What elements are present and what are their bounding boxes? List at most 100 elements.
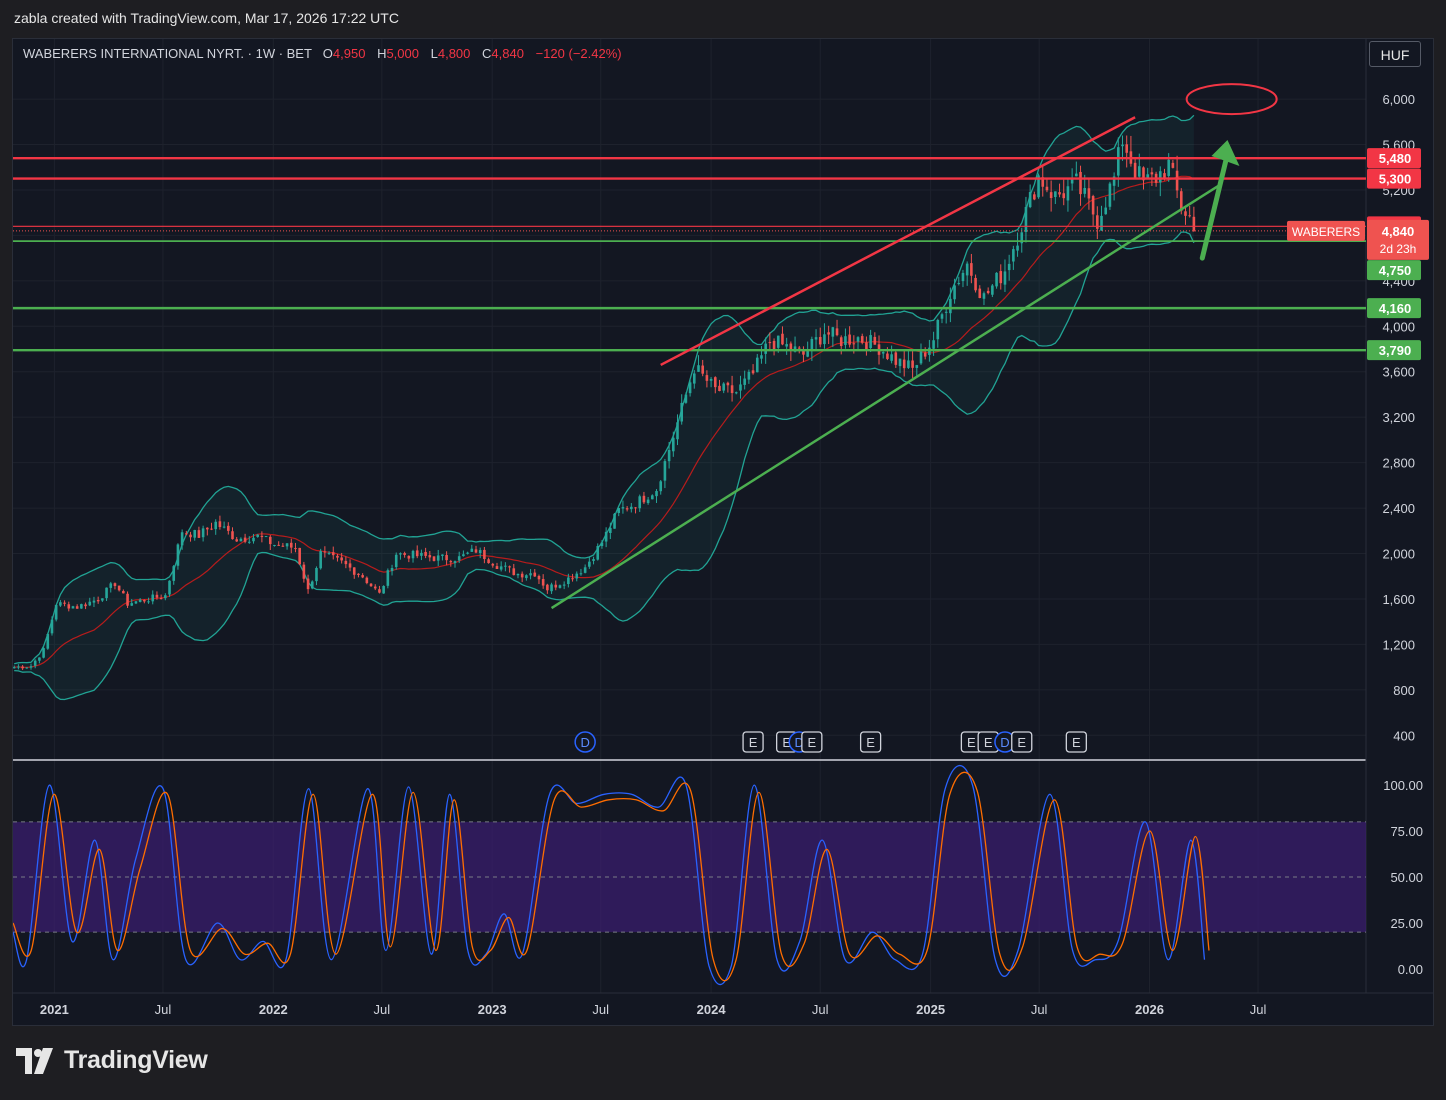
candle-body	[630, 506, 633, 510]
price-tick-label: 3,200	[1382, 410, 1415, 425]
candle-body	[101, 598, 104, 601]
candle-body	[260, 535, 264, 538]
tradingview-logo[interactable]: TradingView	[16, 1046, 208, 1075]
candle	[394, 552, 398, 570]
earnings-icon[interactable]	[1011, 731, 1033, 753]
candle	[596, 543, 600, 561]
candle-body	[365, 577, 369, 584]
stochastic-k-line	[13, 764, 1206, 986]
candle-body	[239, 538, 243, 542]
candle-body	[726, 382, 730, 386]
candle-body	[709, 378, 713, 381]
level-4750-tag[interactable]	[1367, 260, 1421, 281]
candle-body	[306, 578, 310, 590]
channel-lower-line[interactable]	[550, 184, 1220, 610]
target-arrow-head[interactable]	[1211, 139, 1240, 166]
candle	[155, 591, 159, 600]
candle	[25, 667, 29, 669]
candle-body	[625, 508, 629, 510]
candle-body	[890, 354, 893, 361]
level-5480-tag[interactable]	[1367, 148, 1421, 169]
candle	[768, 332, 772, 351]
candle	[991, 284, 994, 298]
candle-body	[764, 343, 767, 354]
candle	[88, 597, 92, 607]
candle-body	[1012, 249, 1015, 262]
candle-body	[17, 666, 20, 668]
event-marker-dividend[interactable]: D	[574, 731, 596, 753]
high-value: 5,000	[386, 46, 419, 61]
candle-body	[613, 513, 616, 529]
level-5300-tag[interactable]	[1367, 168, 1421, 189]
candle	[835, 319, 839, 337]
event-marker-earnings[interactable]: E	[801, 731, 823, 753]
stochastic-tick-label: 50.00	[1390, 870, 1423, 885]
candle	[701, 359, 704, 377]
candle	[273, 544, 276, 547]
earnings-icon[interactable]	[742, 731, 764, 753]
candle-body	[600, 542, 604, 547]
candle	[92, 596, 96, 608]
candle	[243, 533, 247, 544]
candle-body	[860, 336, 864, 343]
symbol-legend: WABERERS INTERNATIONAL NYRT. · 1W · BET …	[23, 46, 622, 61]
candle-body	[1003, 271, 1007, 285]
candle-body	[520, 573, 524, 578]
event-marker-earnings[interactable]: E	[1065, 731, 1087, 753]
earnings-icon[interactable]	[801, 731, 823, 753]
level-3790-tag[interactable]	[1367, 340, 1421, 361]
earnings-icon[interactable]	[1065, 731, 1087, 753]
symbol-price-label[interactable]	[1287, 220, 1365, 241]
target-arrow-shaft[interactable]	[1199, 151, 1230, 261]
candle	[138, 598, 142, 603]
candle-body	[445, 555, 448, 561]
candle	[818, 327, 822, 348]
candle	[126, 591, 129, 609]
candle-body	[739, 384, 742, 391]
candle-body	[1049, 192, 1053, 198]
target-zone-ellipse[interactable]	[1185, 83, 1278, 116]
candle-body	[655, 491, 658, 497]
event-marker-dividend[interactable]: D	[994, 731, 1016, 753]
candle-body	[907, 360, 910, 368]
candle-body	[546, 584, 549, 591]
event-marker-earnings[interactable]: E	[1011, 731, 1033, 753]
candle-body	[886, 353, 889, 359]
candle-body	[1033, 194, 1036, 200]
candle-body	[273, 545, 276, 547]
candle	[592, 556, 595, 565]
candle	[172, 564, 176, 585]
candle-body	[424, 551, 427, 556]
candle	[453, 560, 457, 568]
level-4160-tag[interactable]	[1367, 298, 1421, 319]
event-marker-earnings[interactable]: E	[859, 731, 882, 753]
earnings-icon-label: E	[866, 735, 875, 750]
axes: 400 800 1,200 1,600 2,000 2,400 2,800 3,200 3,60…	[40, 92, 1429, 1017]
candle-body	[688, 382, 692, 394]
candle	[357, 573, 360, 578]
earnings-icon[interactable]	[859, 731, 882, 753]
candle	[310, 580, 314, 590]
candle	[755, 353, 759, 373]
dividend-icon[interactable]	[574, 731, 596, 753]
candle	[466, 551, 469, 555]
candle	[164, 593, 167, 601]
candle	[785, 337, 788, 355]
currency-button[interactable]: HUF	[1369, 41, 1421, 67]
channel-upper-line[interactable]	[660, 116, 1136, 367]
candle	[105, 587, 108, 601]
candle-body	[1100, 215, 1103, 231]
last-price-tag[interactable]	[1367, 219, 1429, 260]
candle-body	[382, 586, 385, 594]
candle-body	[1045, 186, 1049, 191]
change-value: −120 (−2.42%)	[535, 46, 622, 61]
candle-body	[772, 340, 776, 350]
candle-body	[491, 563, 495, 566]
candle	[71, 605, 75, 609]
candle-body	[634, 507, 637, 509]
candle	[831, 326, 835, 348]
candle	[289, 538, 293, 554]
event-marker-earnings[interactable]: E	[742, 731, 764, 753]
